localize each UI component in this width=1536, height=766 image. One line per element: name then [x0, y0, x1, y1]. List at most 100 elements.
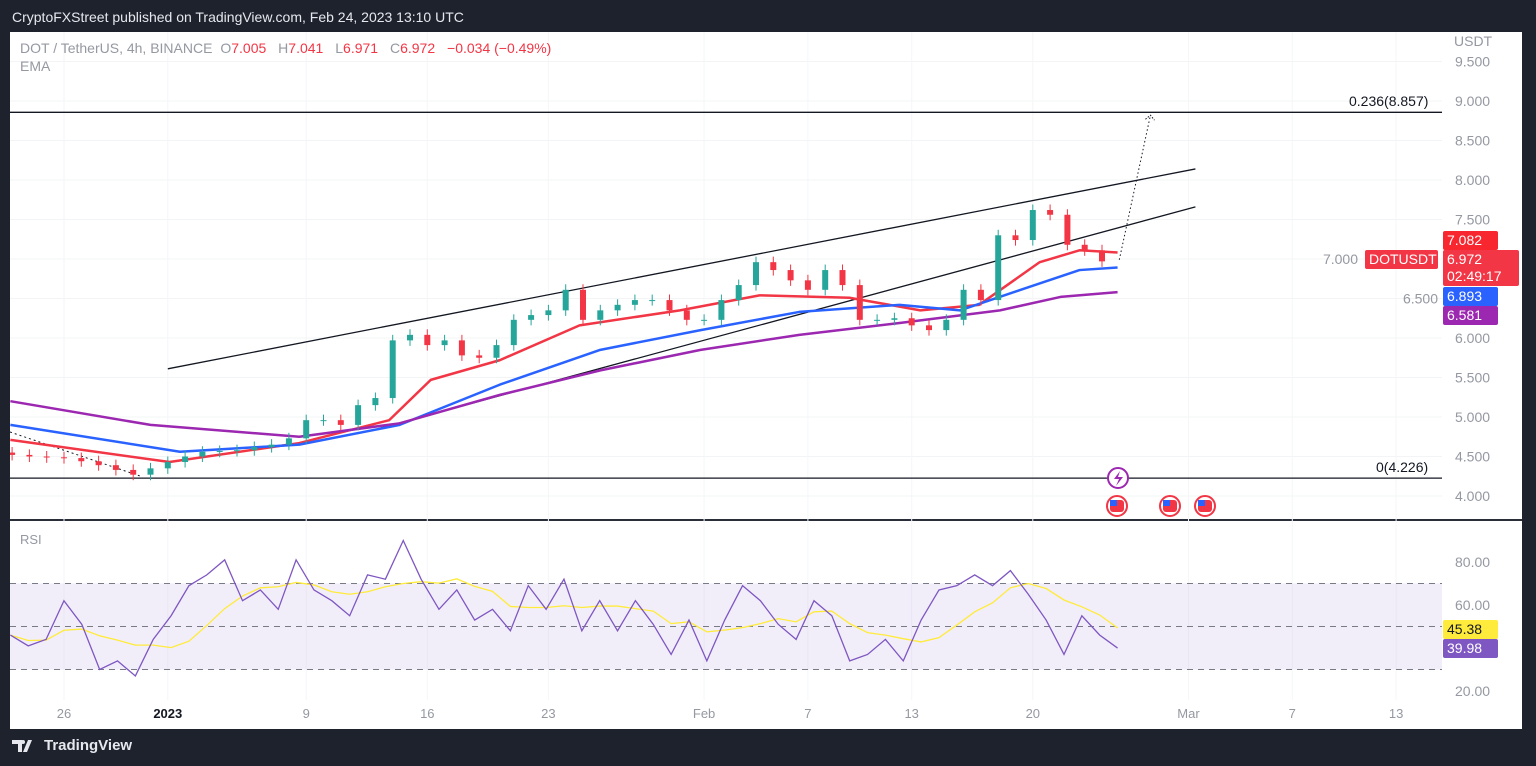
rsi-value-badge: 39.98 [1443, 639, 1498, 658]
ema-indicator-label[interactable]: EMA [20, 58, 51, 74]
price-pane [10, 111, 1442, 481]
candle-body [631, 300, 638, 305]
candle-body [337, 420, 344, 425]
high-label: H [278, 40, 289, 56]
open-value: 7.005 [231, 40, 267, 56]
candle-body [891, 318, 898, 320]
projection-arrow [1118, 115, 1151, 260]
tradingview-logo-icon [12, 739, 32, 752]
candle-body [320, 420, 327, 422]
candle-body [1064, 214, 1071, 245]
tradingview-logo[interactable]: TradingView [12, 737, 132, 754]
candle-body [977, 289, 984, 301]
candle-body [389, 340, 396, 399]
time-tick-label: 13 [904, 706, 918, 721]
bar-countdown: 02:49:17 [1447, 268, 1502, 284]
last-price: 6.972 [1447, 251, 1483, 267]
candle-body [839, 270, 846, 286]
candle-body [424, 334, 431, 346]
candle-body [874, 319, 881, 321]
close-value: 6.972 [400, 40, 436, 56]
price-tick-label: 9.000 [1455, 93, 1490, 109]
candle-body [78, 458, 85, 462]
chart-panel[interactable] [10, 32, 1522, 729]
rsi-signal-line [10, 578, 1118, 649]
candle-body [1047, 210, 1054, 215]
rsi-tick-label: 80.00 [1455, 554, 1490, 570]
change-value: −0.034 (−0.49%) [447, 40, 552, 56]
symbol-title[interactable]: DOT / TetherUS, 4h, BINANCE [20, 40, 213, 56]
last-price-badge: 6.972 02:49:17 [1443, 250, 1519, 286]
symbol-legend: DOT / TetherUS, 4h, BINANCE O7.005 H7.04… [20, 40, 555, 56]
time-tick-label: 2023 [153, 706, 182, 721]
candle-body [251, 447, 258, 451]
price-tick-label: 5.000 [1455, 409, 1490, 425]
candle-body [199, 451, 206, 457]
candle-body [718, 300, 725, 320]
time-tick-label: 7 [1289, 706, 1296, 721]
low-label: L [335, 40, 344, 56]
price-tick-label: 7.000 [1323, 251, 1358, 267]
fib-upper-label: 0.236(8.857) [1349, 93, 1429, 109]
price-tick-label: 5.500 [1455, 370, 1490, 386]
pane-separator [10, 519, 1522, 521]
candle-body [476, 355, 483, 358]
price-tick-label: 7.500 [1455, 212, 1490, 228]
us-flag-canton-icon [1198, 500, 1205, 506]
candle-body [458, 340, 465, 356]
candle-body [545, 310, 552, 316]
candle-body [995, 235, 1002, 301]
price-tick-label: 8.000 [1455, 172, 1490, 188]
us-flag-canton-icon [1163, 500, 1170, 506]
candle-body [614, 304, 621, 311]
candle-body [164, 462, 171, 469]
ema-purple-line [10, 290, 1118, 438]
time-tick-label: 23 [541, 706, 555, 721]
candle-body [528, 315, 535, 320]
currency-label: USDT [1454, 33, 1493, 49]
rsi-tick-label: 60.00 [1455, 597, 1490, 613]
time-tick-label: 20 [1026, 706, 1040, 721]
candle-body [147, 468, 154, 475]
candle-body [804, 280, 811, 290]
ema-blue-badge: 6.893 [1443, 287, 1498, 306]
candle-body [822, 270, 829, 290]
candle-body [234, 450, 240, 452]
candle-body [182, 456, 189, 463]
candle-body [303, 420, 310, 439]
fib-lower-label: 0(4.226) [1376, 459, 1429, 475]
candle-body [960, 289, 967, 320]
candle-body [1012, 235, 1019, 241]
candle-body [216, 450, 223, 452]
close-label: C [389, 40, 401, 56]
open-label: O [220, 40, 232, 56]
price-tick-label: 6.500 [1403, 291, 1438, 307]
time-tick-label: 16 [420, 706, 434, 721]
price-tick-label: 4.500 [1455, 449, 1490, 465]
candle-body [26, 454, 33, 457]
candle-body [285, 438, 292, 445]
ema-red-line [10, 249, 1118, 464]
candle-body [493, 345, 500, 358]
candle-body [10, 452, 16, 455]
candle-body [926, 325, 932, 331]
published-caption: CryptoFXStreet published on TradingView.… [12, 9, 464, 25]
candle-body [943, 319, 950, 331]
candle-body [753, 262, 759, 286]
candle-body [666, 300, 673, 311]
candle-body [562, 289, 569, 311]
candle-body [735, 285, 742, 301]
candle-body [770, 262, 777, 271]
candle-body [130, 469, 137, 475]
candle-body [787, 270, 794, 281]
rsi-indicator-label[interactable]: RSI [20, 532, 42, 547]
time-tick-label: 13 [1389, 706, 1403, 721]
candle-body [43, 456, 50, 458]
rsi-pane [10, 538, 1442, 677]
channel-upper-trendline [167, 168, 1196, 370]
time-tick-label: 9 [303, 706, 310, 721]
price-tick-label: 4.000 [1455, 488, 1490, 504]
candle-body [268, 444, 275, 448]
candle-body [61, 457, 67, 459]
